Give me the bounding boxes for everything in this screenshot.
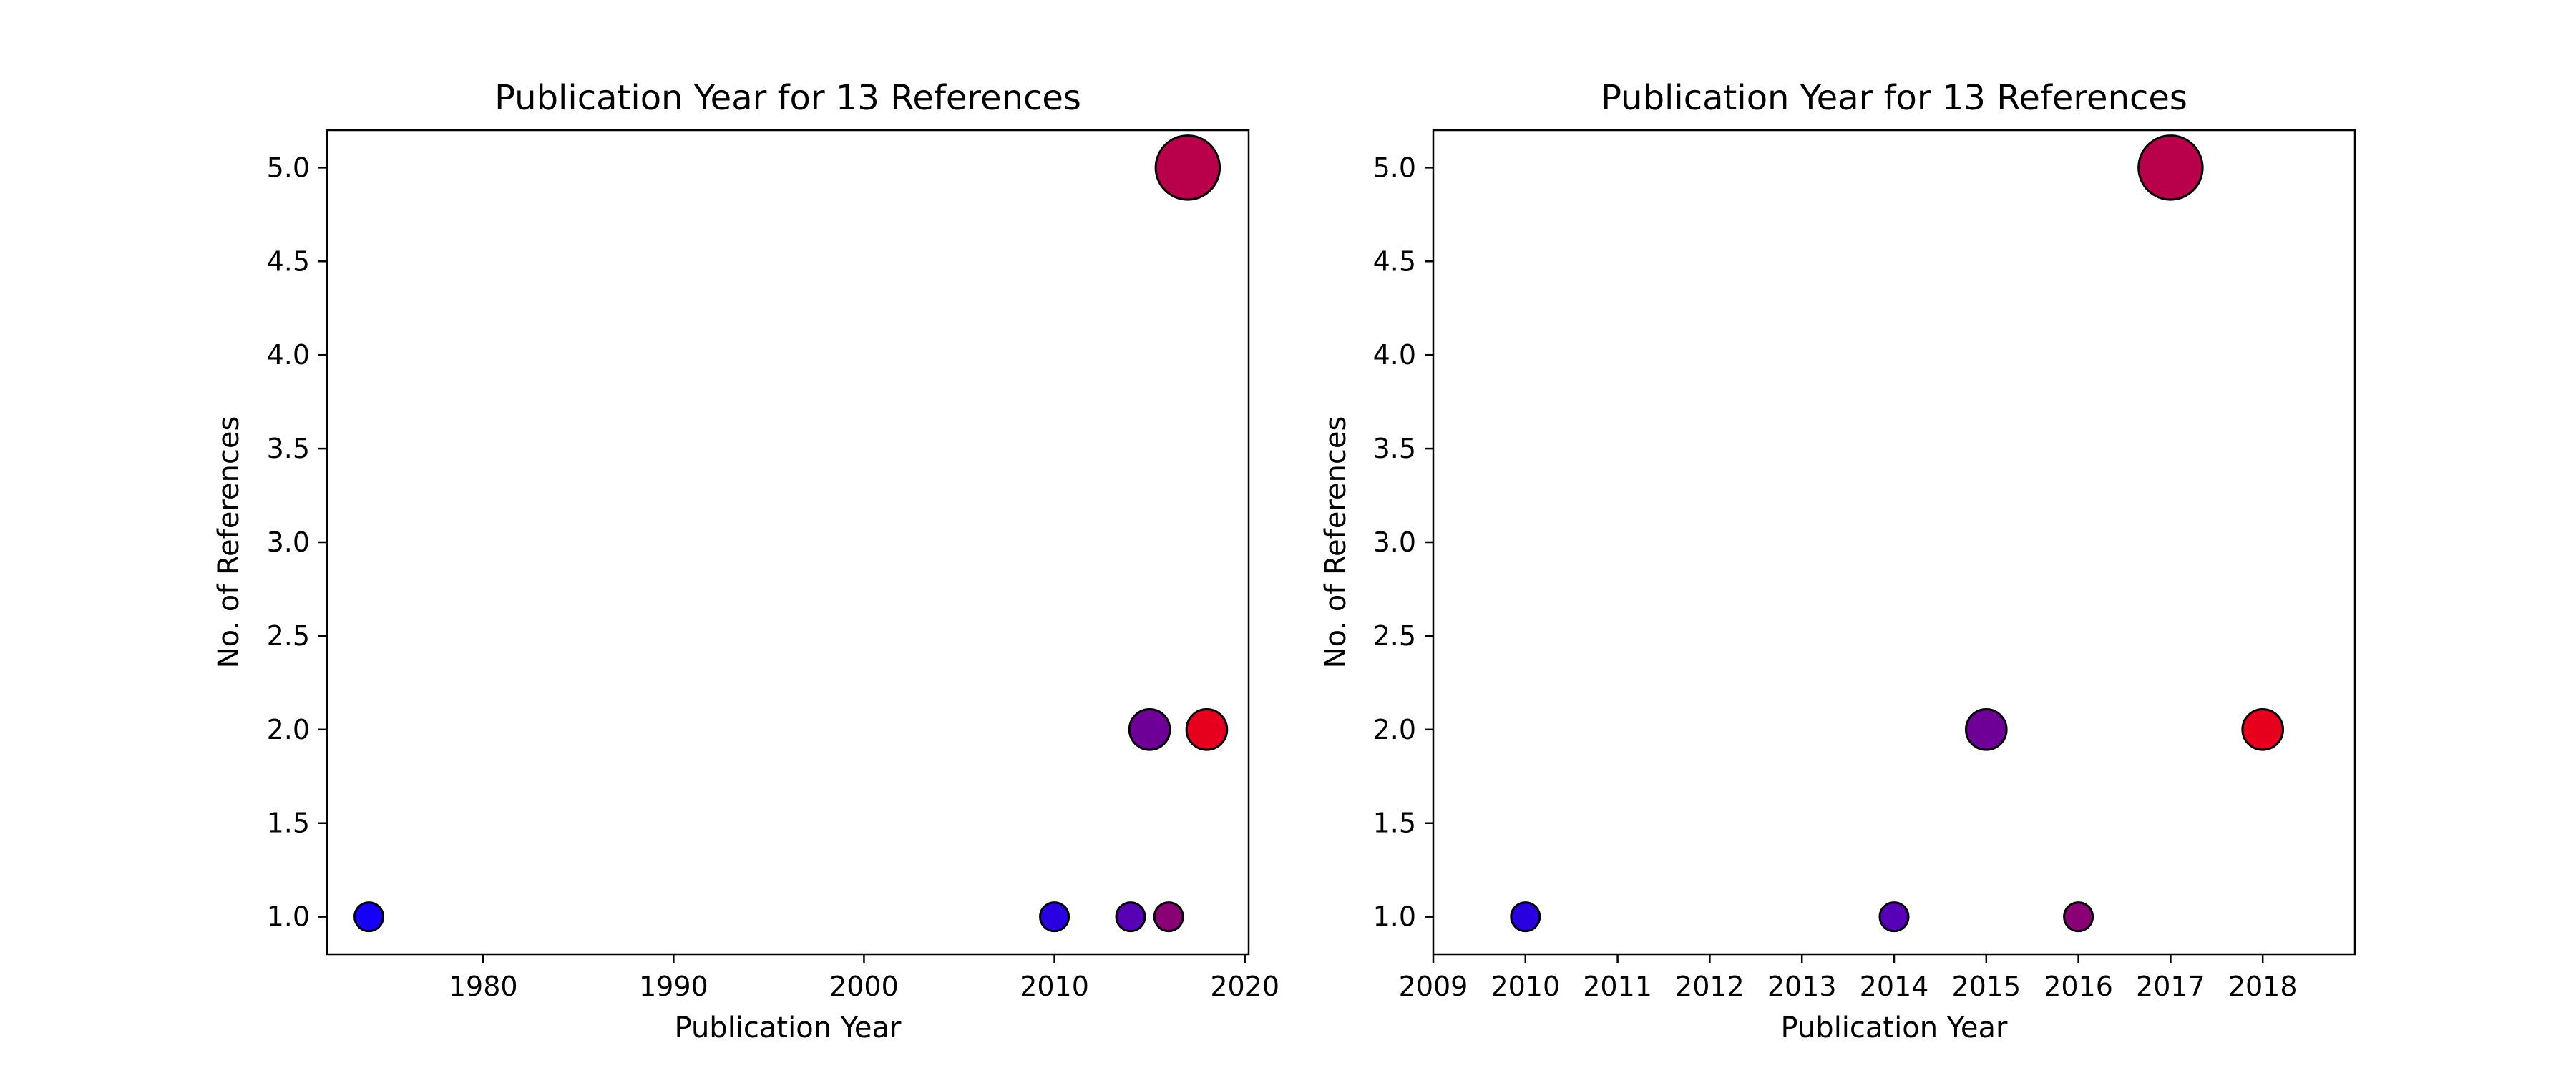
chart-right-points [1510, 134, 2284, 933]
chart-left-point [1153, 901, 1184, 933]
chart-left-y-tick-label: 5.0 [267, 152, 310, 183]
chart-right-point [1510, 901, 1541, 933]
chart-right-x-tick-label: 2012 [1675, 971, 1745, 1002]
chart-right-x-tick-label: 2015 [1951, 971, 2021, 1002]
chart-right-x-tick-label: 2016 [2044, 971, 2113, 1002]
chart-right-y-tick-label: 2.5 [1373, 620, 1416, 652]
chart-right-x-tick-label: 2009 [1399, 971, 1468, 1002]
chart-left-y-tick-label: 2.5 [267, 620, 310, 652]
chart-left-point [1128, 708, 1171, 751]
chart-right-x-tick-label: 2010 [1491, 971, 1560, 1002]
chart-right-y-axis-label: No. of References [1319, 416, 1352, 669]
chart-left-y-tick-label: 3.5 [267, 433, 310, 464]
chart-right-y-tick-label: 4.0 [1373, 339, 1416, 371]
chart-left-x-tick-label: 2000 [829, 971, 899, 1002]
chart-right-x-tick-label: 2018 [2228, 971, 2298, 1002]
chart-left-y-tick-label: 4.5 [267, 245, 310, 277]
chart-left: Publication Year for 13 References Publi… [213, 78, 1279, 1044]
chart-left-x-tick-label: 1980 [449, 971, 518, 1002]
chart-left-point [1154, 134, 1221, 201]
chart-right-plot-frame [1432, 129, 2356, 956]
chart-left-y-tick-label: 1.5 [267, 808, 310, 839]
chart-left-x-axis-label: Publication Year [675, 1011, 902, 1044]
chart-left-y-tick-label: 3.0 [267, 526, 310, 558]
chart-left-point [1185, 708, 1229, 751]
chart-right-y-tick-label: 2.0 [1373, 714, 1416, 745]
chart-left-y-ticks: 1.0 1.5 2.0 2.5 3.0 3.5 4.0 4.5 5.0 [267, 152, 327, 933]
chart-left-plot-frame [326, 129, 1250, 956]
chart-right-y-tick-label: 3.0 [1373, 526, 1416, 558]
chart-right-y-tick-label: 5.0 [1373, 152, 1416, 183]
chart-left-point [1115, 901, 1146, 933]
chart-right-x-axis-label: Publication Year [1781, 1011, 2008, 1044]
chart-left-x-tick-label: 2010 [1020, 971, 1089, 1002]
chart-right-x-tick-label: 2013 [1767, 971, 1837, 1002]
chart-left-x-tick-label: 2020 [1210, 971, 1279, 1002]
chart-right-point [1965, 708, 2008, 751]
chart-left-y-tick-label: 1.0 [267, 901, 310, 933]
chart-right-point [1878, 901, 1910, 933]
chart-left-y-tick-label: 2.0 [267, 714, 310, 745]
chart-right-point [2063, 901, 2094, 933]
chart-right: Publication Year for 13 References Publi… [1319, 78, 2356, 1044]
chart-right-point [2241, 708, 2284, 751]
chart-right-y-tick-label: 1.0 [1373, 901, 1416, 933]
chart-right-title: Publication Year for 13 References [1601, 78, 2187, 118]
chart-left-y-axis-label: No. of References [213, 416, 245, 669]
chart-right-point [2137, 134, 2204, 201]
chart-left-points [353, 134, 1229, 933]
chart-right-x-tick-label: 2017 [2136, 971, 2205, 1002]
chart-left-point [1039, 901, 1070, 933]
chart-right-y-tick-label: 3.5 [1373, 433, 1416, 464]
chart-right-y-tick-label: 4.5 [1373, 245, 1416, 277]
chart-right-x-tick-label: 2011 [1583, 971, 1652, 1002]
chart-left-y-tick-label: 4.0 [267, 339, 310, 371]
chart-left-x-tick-label: 1990 [639, 971, 708, 1002]
chart-left-x-ticks: 1980 1990 2000 2010 2020 [449, 954, 1279, 1002]
chart-right-x-tick-label: 2014 [1860, 971, 1929, 1002]
chart-right-y-ticks: 1.0 1.5 2.0 2.5 3.0 3.5 4.0 4.5 5.0 [1373, 152, 1433, 933]
chart-right-y-tick-label: 1.5 [1373, 808, 1416, 839]
chart-left-title: Publication Year for 13 References [494, 78, 1081, 118]
chart-left-point [353, 901, 385, 933]
chart-right-x-ticks: 2009 2010 2011 2012 2013 2014 2015 2016 2017 2018 [1399, 954, 2298, 1002]
